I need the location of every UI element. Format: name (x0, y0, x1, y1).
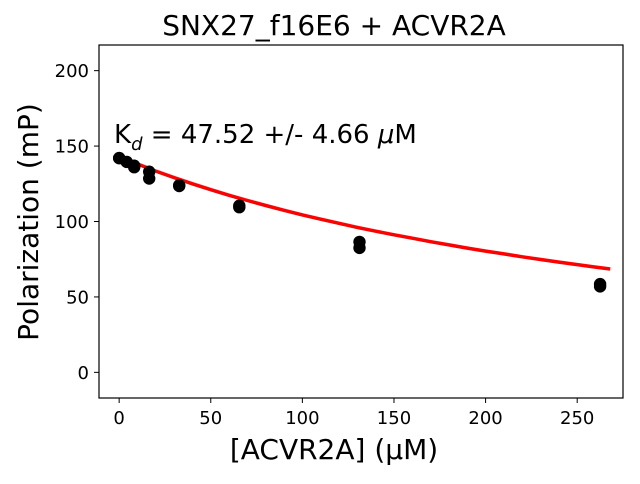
fit-curve-layer (118, 154, 611, 271)
x-tick-label: 200 (468, 408, 502, 429)
x-axis-ticks: 0 50 100 150 200 250 (113, 398, 594, 429)
kd-subscript: d (131, 134, 143, 155)
data-point (143, 172, 156, 185)
y-tick-label: 150 (55, 137, 89, 158)
data-point (593, 280, 607, 293)
data-points-layer (113, 151, 607, 293)
x-axis-label: [ACVR2A] (μM) (230, 433, 438, 466)
kd-mu: μ (377, 120, 395, 150)
fit-curve (118, 154, 611, 271)
y-axis-ticks: 0 50 100 150 200 (55, 61, 99, 384)
data-point (353, 241, 366, 255)
kd-annotation: Kd = 47.52 +/- 4.66 μM (114, 120, 417, 155)
x-tick-label: 100 (285, 408, 319, 429)
data-point (233, 201, 246, 214)
y-tick-label: 200 (55, 61, 89, 82)
data-point (128, 161, 141, 174)
kd-unit: M (394, 120, 416, 150)
y-tick-label: 100 (55, 212, 89, 233)
x-tick-label: 0 (113, 408, 124, 429)
data-point (173, 179, 186, 193)
x-tick-label: 150 (377, 408, 411, 429)
y-axis-label: Polarization (mP) (12, 103, 45, 341)
kd-value: = 47.52 +/- 4.66 (143, 120, 378, 150)
y-tick-label: 0 (78, 363, 89, 384)
chart-title: SNX27_f16E6 + ACVR2A (162, 9, 506, 42)
plot-frame (98, 44, 624, 399)
x-tick-label: 50 (199, 408, 222, 429)
kd-k: K (114, 120, 132, 150)
x-tick-label: 250 (560, 408, 594, 429)
y-tick-label: 50 (66, 287, 89, 308)
